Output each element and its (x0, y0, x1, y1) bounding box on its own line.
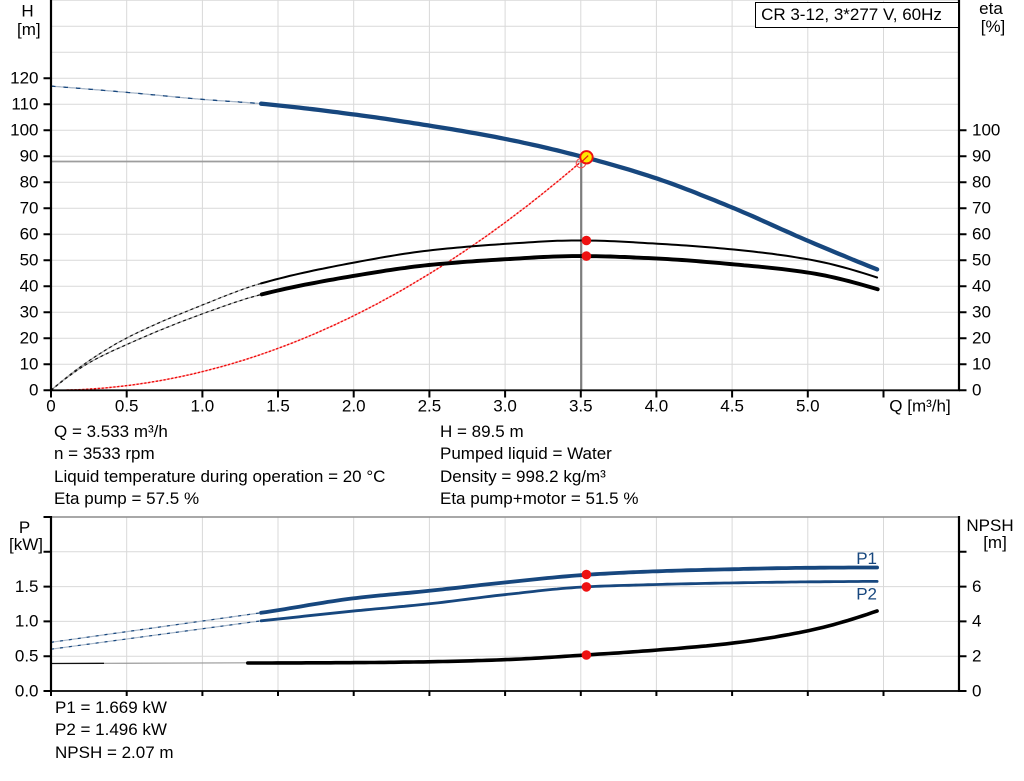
svg-text:1.0: 1.0 (15, 612, 39, 631)
svg-text:2: 2 (972, 647, 981, 666)
svg-text:[m]: [m] (17, 20, 41, 39)
svg-text:60: 60 (972, 225, 991, 244)
svg-text:P1: P1 (856, 549, 877, 568)
svg-text:10: 10 (20, 355, 39, 374)
svg-text:80: 80 (972, 173, 991, 192)
svg-text:110: 110 (11, 95, 38, 114)
svg-text:40: 40 (972, 277, 991, 296)
svg-text:3.5: 3.5 (569, 397, 593, 416)
svg-text:5.0: 5.0 (796, 397, 820, 416)
svg-text:P2: P2 (856, 585, 877, 604)
svg-text:0: 0 (46, 397, 55, 416)
svg-text:20: 20 (972, 329, 991, 348)
svg-text:100: 100 (10, 121, 38, 140)
svg-text:30: 30 (20, 303, 39, 322)
svg-text:2.5: 2.5 (418, 397, 442, 416)
svg-text:1.5: 1.5 (266, 397, 290, 416)
svg-text:40: 40 (20, 277, 39, 296)
svg-text:[kW]: [kW] (9, 535, 43, 554)
svg-text:P: P (19, 518, 30, 537)
svg-text:0.5: 0.5 (15, 647, 39, 666)
svg-text:60: 60 (20, 225, 39, 244)
svg-text:30: 30 (972, 303, 991, 322)
svg-text:4.0: 4.0 (645, 397, 669, 416)
svg-text:10: 10 (972, 355, 991, 374)
svg-text:50: 50 (972, 251, 991, 270)
svg-text:4.5: 4.5 (720, 397, 744, 416)
svg-text:70: 70 (20, 199, 39, 218)
svg-text:Q [m³/h]: Q [m³/h] (889, 397, 950, 416)
svg-text:[%]: [%] (981, 17, 1006, 36)
svg-text:H: H (21, 2, 33, 21)
svg-text:100: 100 (972, 121, 1000, 140)
svg-text:0: 0 (972, 681, 981, 700)
svg-text:90: 90 (972, 147, 991, 166)
svg-text:0: 0 (972, 381, 981, 400)
svg-text:eta: eta (979, 0, 1003, 18)
svg-text:70: 70 (972, 199, 991, 218)
svg-text:120: 120 (10, 69, 38, 88)
svg-text:50: 50 (20, 251, 39, 270)
svg-text:3.0: 3.0 (493, 397, 517, 416)
svg-text:90: 90 (20, 147, 39, 166)
svg-text:0: 0 (29, 381, 38, 400)
svg-text:4: 4 (972, 612, 981, 631)
svg-text:20: 20 (20, 329, 39, 348)
svg-text:NPSH: NPSH (966, 516, 1013, 535)
svg-text:1.0: 1.0 (191, 397, 215, 416)
svg-text:80: 80 (20, 173, 39, 192)
svg-text:[m]: [m] (983, 533, 1007, 552)
svg-text:0.5: 0.5 (115, 397, 139, 416)
svg-text:6: 6 (972, 577, 981, 596)
svg-text:1.5: 1.5 (15, 577, 39, 596)
svg-text:2.0: 2.0 (342, 397, 366, 416)
svg-text:0.0: 0.0 (15, 681, 39, 700)
